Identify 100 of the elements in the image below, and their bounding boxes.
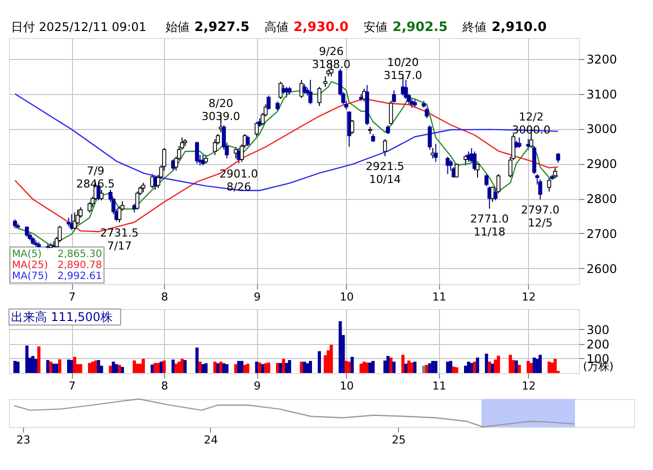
bar [246,364,250,373]
x-tick-label: 8 [161,290,168,304]
bar [449,360,452,373]
bar [150,364,154,373]
bar [302,362,306,373]
bar [404,364,408,373]
bar [240,360,244,373]
candlestick [278,81,283,100]
candlestick [100,189,104,201]
x-tick-label: 11 [432,290,446,304]
bar [348,362,351,373]
y-tick-label: 2700 [586,226,618,241]
bar [213,362,217,373]
annotation: 10/20 3157.0 [384,56,422,82]
candlestick [556,152,560,164]
bar [49,362,52,373]
x-tick-label: 9 [254,290,261,304]
bar [383,360,387,373]
annotation: 2901.0 8/26 [220,167,258,194]
bar [201,364,205,373]
x-tick-label: 8 [161,380,168,392]
x-tick-label: 7 [68,290,76,304]
bar [114,364,118,373]
x-tick-label: 11 [432,380,446,392]
bar [237,360,240,373]
candlestick [493,188,498,201]
bar [37,346,40,373]
bar [368,362,372,373]
candlestick [428,124,432,150]
annotation: 2,865.30 [57,249,102,260]
bar [219,362,222,373]
bar [162,360,166,373]
annotation: 9/26 3188.0 [312,45,351,72]
chart-title: 出来高 111,500株 [11,310,112,324]
bar [216,363,220,373]
bar [300,362,304,373]
bar [284,362,288,373]
bar [156,362,160,373]
bar [407,360,410,373]
y-tick-label: 3200 [586,52,618,66]
bar [88,362,92,373]
candlestick [254,121,259,137]
bar [195,348,199,373]
bar [532,358,536,373]
bar [386,356,390,373]
bar [496,356,500,373]
bar [476,358,480,373]
x-tick-label: 24 [204,434,218,446]
bar [255,362,258,373]
candlestick [553,166,558,179]
candlestick [476,163,480,178]
candlestick [308,79,312,105]
bar [490,364,494,373]
bar [178,362,181,373]
bar [108,366,112,373]
x-tick-label: 12 [522,380,536,392]
bar [154,362,157,373]
candlestick [454,163,459,178]
bar [261,364,264,373]
bar [243,364,246,373]
bar [452,366,456,373]
bar [434,360,438,373]
bar [46,360,50,373]
bar [174,364,178,373]
bar [120,366,124,373]
bar [526,360,530,373]
bar [142,358,145,373]
bar [67,360,70,373]
bar [234,364,238,373]
candlestick [276,101,280,112]
candlestick [76,209,80,226]
bar [338,321,342,373]
bar [425,364,428,373]
bar [204,363,208,373]
candlestick [266,95,271,110]
bar [318,351,321,373]
text: 安値 2,902.5 [364,20,448,35]
bar [172,360,175,373]
y-tick-label: 2800 [586,192,618,206]
bar [484,354,488,373]
x-tick-label: 23 [16,434,30,446]
annotation: 2,890.78 [57,260,102,271]
candlestick [72,212,77,230]
bar [344,360,348,373]
bar [25,346,29,373]
candlestick [484,174,488,187]
bar [52,364,56,373]
bar [514,360,518,373]
text: MA(75) [12,271,48,282]
line-series [14,93,559,192]
bar [488,362,492,373]
bar [278,362,282,373]
y-tick-label: 2900 [586,157,618,172]
bar [428,363,432,373]
bar [94,360,98,373]
bar [118,364,122,373]
bar [112,362,116,373]
x-tick-label: 10 [340,290,354,304]
candlestick [517,136,522,148]
candlestick [317,86,322,107]
